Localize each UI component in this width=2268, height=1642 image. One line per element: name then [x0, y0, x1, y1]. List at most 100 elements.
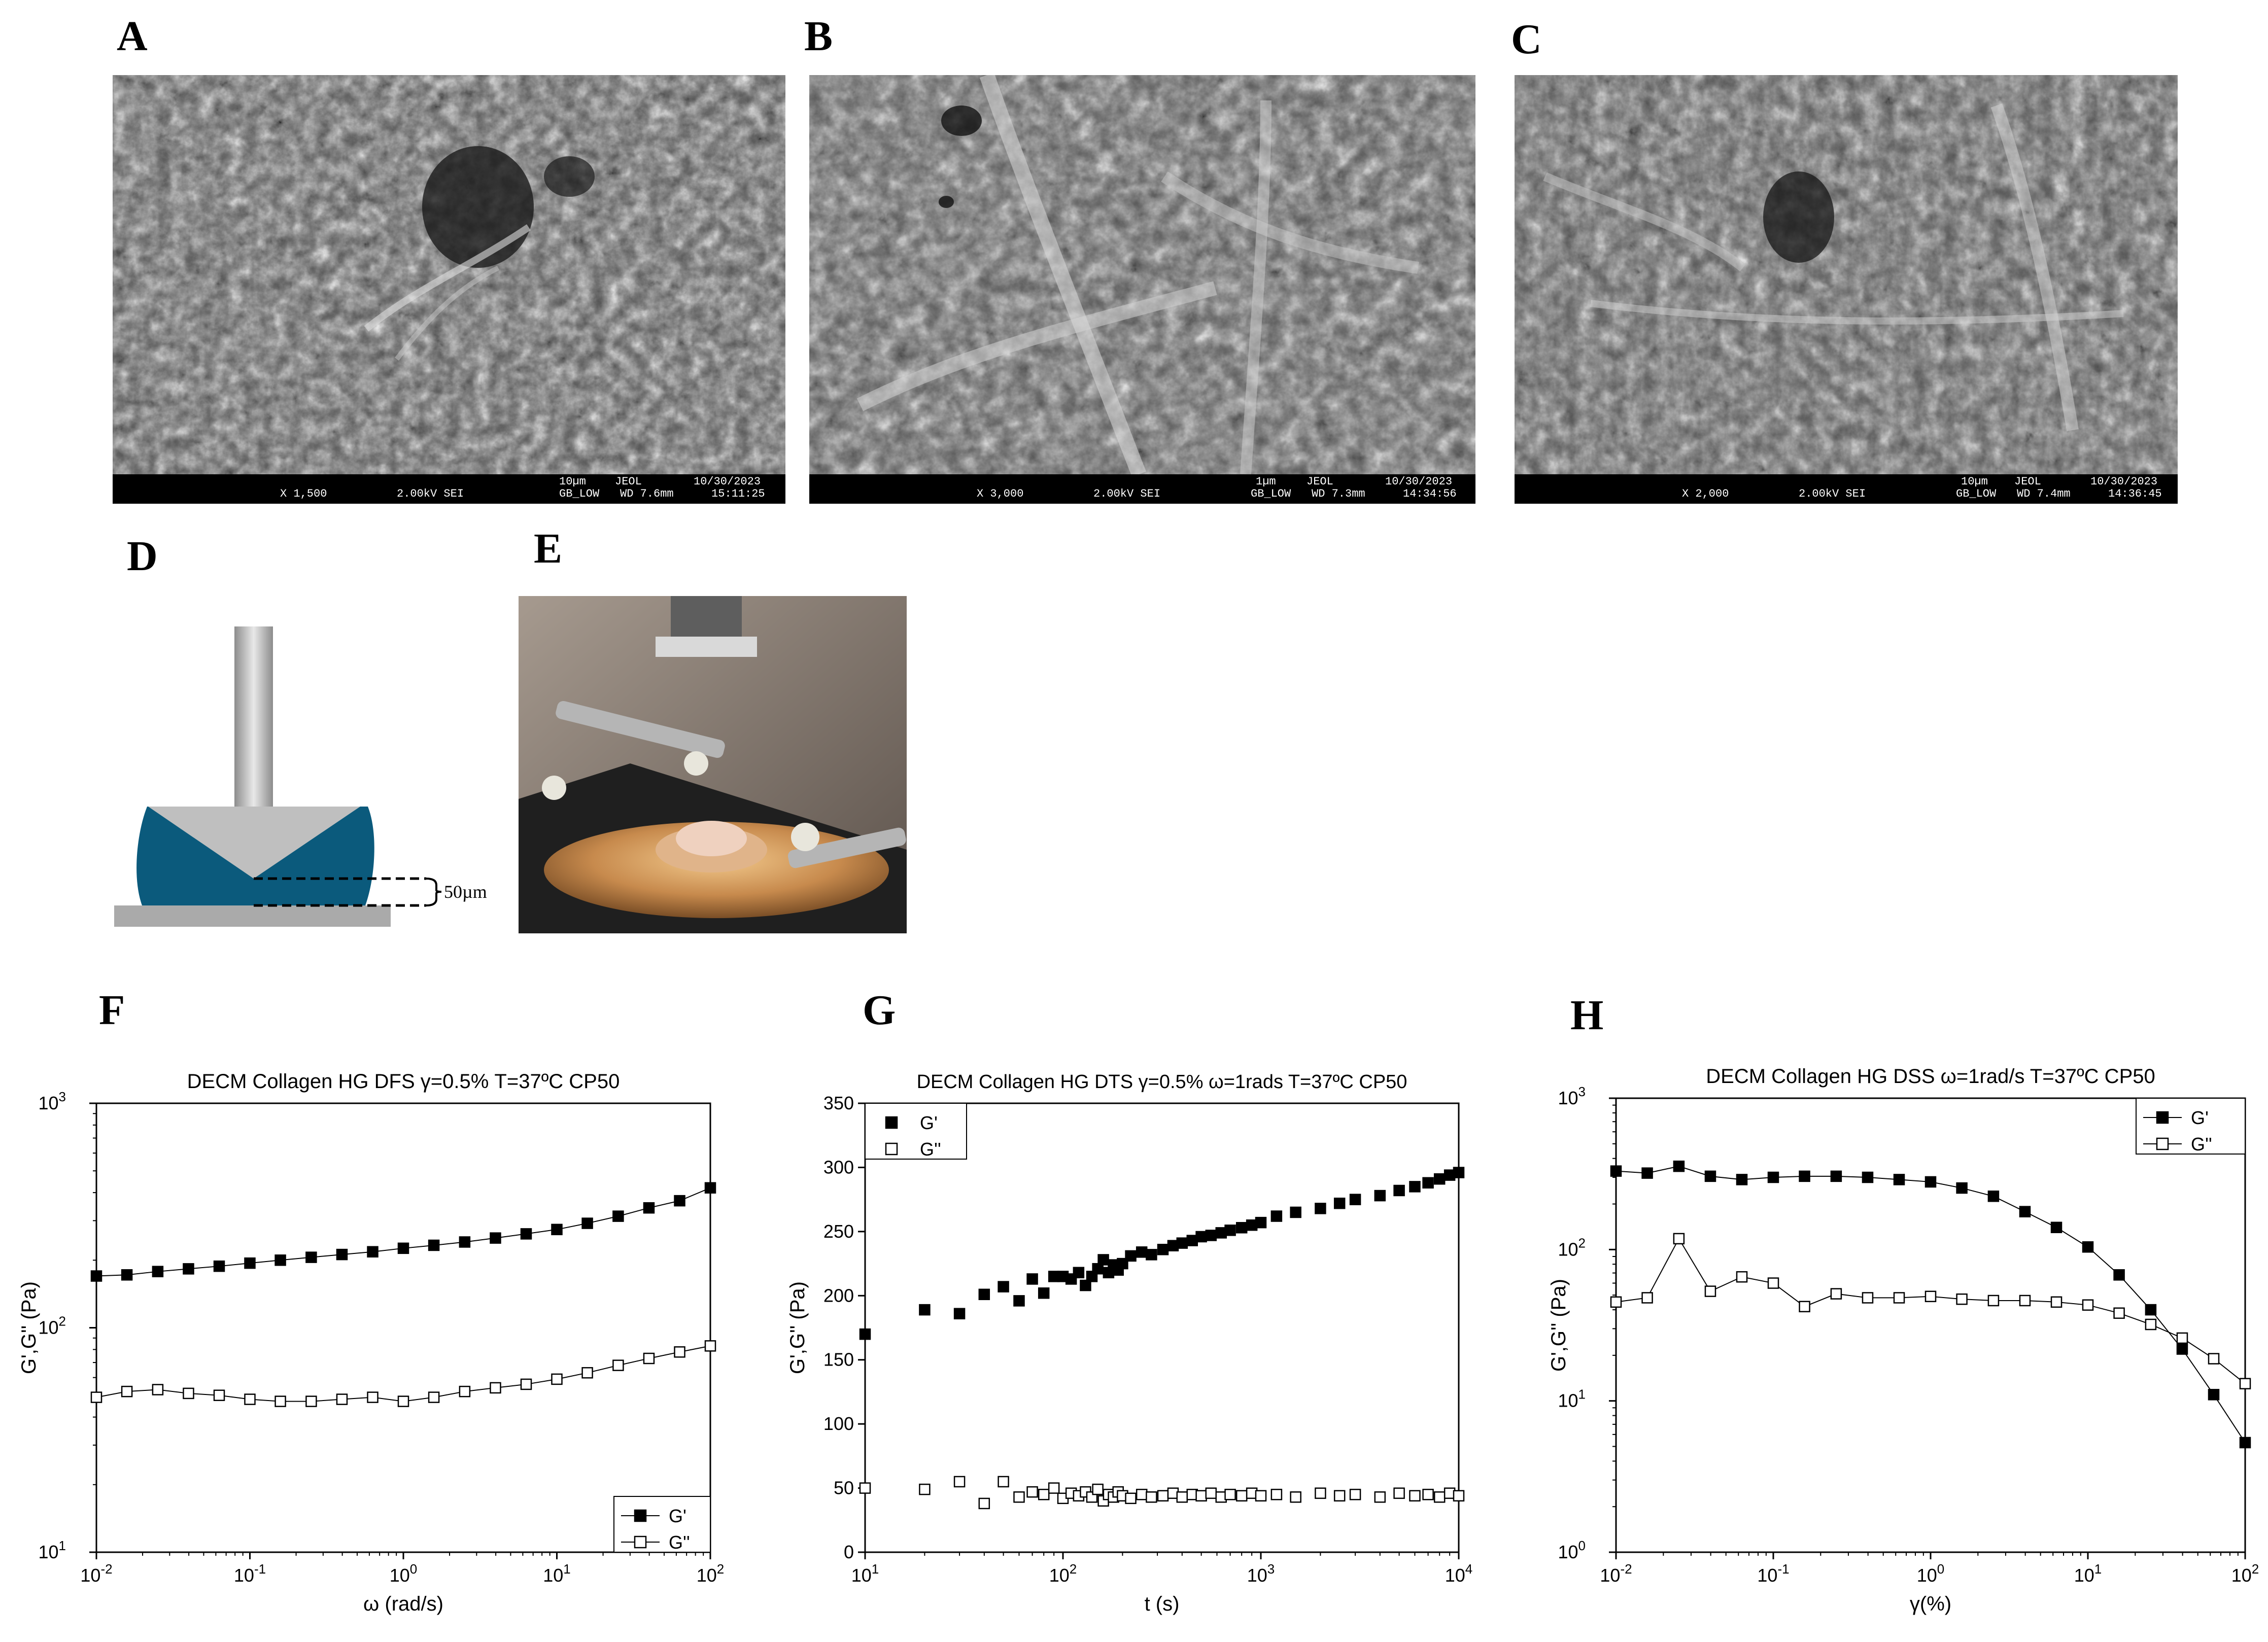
- data-point-g-double-prime: [612, 1359, 624, 1371]
- y-tick-label: 150: [823, 1349, 854, 1370]
- x-tick-label: 10-2: [80, 1561, 112, 1586]
- data-point-g-double-prime: [1026, 1486, 1038, 1498]
- data-point-g-prime: [1176, 1237, 1188, 1249]
- cone-shaft: [234, 626, 273, 814]
- sem-texture-c: [1515, 75, 2178, 474]
- data-point-g-prime: [1235, 1222, 1248, 1234]
- data-point-g-prime: [1080, 1279, 1091, 1291]
- data-point-g-prime: [1290, 1206, 1301, 1218]
- legend-label: G'': [920, 1139, 941, 1160]
- data-point-g-prime: [2050, 1221, 2063, 1233]
- sem-texture-b: [809, 75, 1475, 474]
- data-point-g-double-prime: [183, 1387, 194, 1400]
- legend-marker: [634, 1535, 647, 1549]
- data-point-g-prime: [305, 1251, 317, 1263]
- panel-label-f: F: [99, 987, 125, 1034]
- data-point-g-prime: [953, 1308, 966, 1319]
- legend-label: G': [669, 1506, 686, 1526]
- data-point-g-double-prime: [1146, 1491, 1157, 1503]
- data-point-g-double-prime: [2019, 1295, 2031, 1307]
- x-tick-label: 102: [2231, 1561, 2259, 1586]
- chart-title: DECM Collagen HG DFS γ=0.5% T=37ºC CP50: [187, 1070, 620, 1093]
- data-point-g-prime: [1704, 1170, 1716, 1182]
- sem-info-bar: X 2,000 2.00kV SEI 10µm JEOL 10/30/2023 …: [1515, 474, 2178, 504]
- data-point-g-prime: [674, 1195, 685, 1207]
- data-point-g-prime: [1799, 1170, 1810, 1182]
- y-tick-label: 101: [1558, 1387, 1586, 1411]
- data-point-g-prime: [274, 1254, 286, 1266]
- chart-title: DECM Collagen HG DTS γ=0.5% ω=1rads T=37…: [917, 1071, 1407, 1093]
- y-tick-label: 250: [823, 1221, 854, 1242]
- data-point-g-double-prime: [1862, 1292, 1874, 1304]
- plot-frame: [864, 1102, 1460, 1553]
- data-point-g-double-prime: [919, 1483, 931, 1495]
- data-point-g-double-prime: [643, 1352, 655, 1365]
- data-point-g-double-prime: [2176, 1332, 2188, 1344]
- data-point-g-double-prime: [1767, 1277, 1779, 1289]
- chart-h-strain-sweep: DECM Collagen HG DSS ω=1rad/s T=37ºC CP5…: [1548, 1065, 2259, 1615]
- data-point-g-prime: [1038, 1287, 1050, 1299]
- data-point-g-prime: [2145, 1304, 2157, 1316]
- data-point-g-double-prime: [1610, 1296, 1622, 1308]
- data-point-g-double-prime: [1224, 1488, 1236, 1500]
- data-point-g-prime: [90, 1270, 102, 1282]
- data-point-g-double-prime: [1673, 1233, 1685, 1245]
- data-point-g-prime: [1422, 1177, 1434, 1189]
- data-point-g-prime: [213, 1260, 225, 1272]
- panel-label-h: H: [1570, 992, 1604, 1039]
- data-point-g-double-prime: [121, 1385, 133, 1398]
- y-tick-label: 200: [823, 1285, 854, 1306]
- data-point-g-prime: [1315, 1203, 1326, 1214]
- data-point-g-double-prime: [674, 1346, 685, 1358]
- x-tick-label: 101: [543, 1561, 571, 1586]
- data-point-g-double-prime: [581, 1367, 593, 1379]
- data-point-g-prime: [2019, 1206, 2031, 1217]
- data-point-g-double-prime: [1704, 1285, 1716, 1297]
- data-point-g-prime: [704, 1182, 716, 1194]
- y-tick-label: 102: [1558, 1235, 1586, 1260]
- data-point-g-prime: [397, 1242, 409, 1254]
- data-point-g-prime: [1956, 1182, 1968, 1194]
- data-point-g-double-prime: [1157, 1490, 1169, 1501]
- x-tick-label: 103: [1247, 1561, 1275, 1586]
- data-point-g-double-prime: [1195, 1490, 1207, 1501]
- data-point-g-prime: [919, 1304, 931, 1316]
- data-point-g-prime: [1255, 1216, 1267, 1229]
- legend-box: [2136, 1098, 2246, 1155]
- data-point-g-prime: [244, 1257, 256, 1269]
- y-tick-label: 103: [1558, 1084, 1586, 1108]
- data-point-g-double-prime: [1315, 1487, 1326, 1499]
- data-point-g-prime: [1409, 1181, 1421, 1193]
- data-point-g-prime: [1767, 1171, 1779, 1183]
- data-point-g-prime: [1026, 1273, 1038, 1285]
- x-tick-label: 104: [1445, 1561, 1473, 1586]
- data-point-g-double-prime: [1453, 1490, 1465, 1501]
- data-point-g-prime: [1136, 1246, 1148, 1258]
- data-point-g-prime: [612, 1210, 624, 1222]
- data-point-g-double-prime: [2113, 1307, 2125, 1319]
- data-point-g-prime: [1073, 1267, 1085, 1279]
- data-point-g-prime: [367, 1246, 379, 1257]
- cone-plate-diagram: 50µm: [114, 626, 487, 927]
- panel-label-g: G: [863, 987, 896, 1034]
- data-point-g-prime: [1610, 1165, 1622, 1177]
- data-point-g-prime: [998, 1281, 1009, 1292]
- data-point-g-double-prime: [1125, 1492, 1137, 1505]
- data-point-g-prime: [2176, 1343, 2188, 1355]
- data-point-g-double-prime: [1736, 1271, 1748, 1283]
- data-point-g-double-prime: [305, 1395, 317, 1407]
- y-axis-label: G',G'' (Pa): [786, 1281, 809, 1374]
- sem-texture-a: [113, 75, 785, 474]
- rheometer-photo: [519, 596, 907, 933]
- data-point-g-prime: [859, 1328, 871, 1340]
- y-tick-label: 300: [823, 1157, 854, 1177]
- legend-marker: [885, 1116, 898, 1129]
- data-point-g-double-prime: [1374, 1491, 1386, 1503]
- legend-box: [865, 1103, 967, 1160]
- data-point-g-prime: [1736, 1174, 1748, 1185]
- sem-image-a: X 1,500 2.00kV SEI 10µm JEOL 10/30/2023 …: [113, 75, 785, 504]
- data-point-g-prime: [1453, 1167, 1465, 1178]
- legend-label: G': [920, 1112, 938, 1133]
- data-point-g-prime: [459, 1236, 471, 1248]
- data-point-g-prime: [152, 1266, 164, 1277]
